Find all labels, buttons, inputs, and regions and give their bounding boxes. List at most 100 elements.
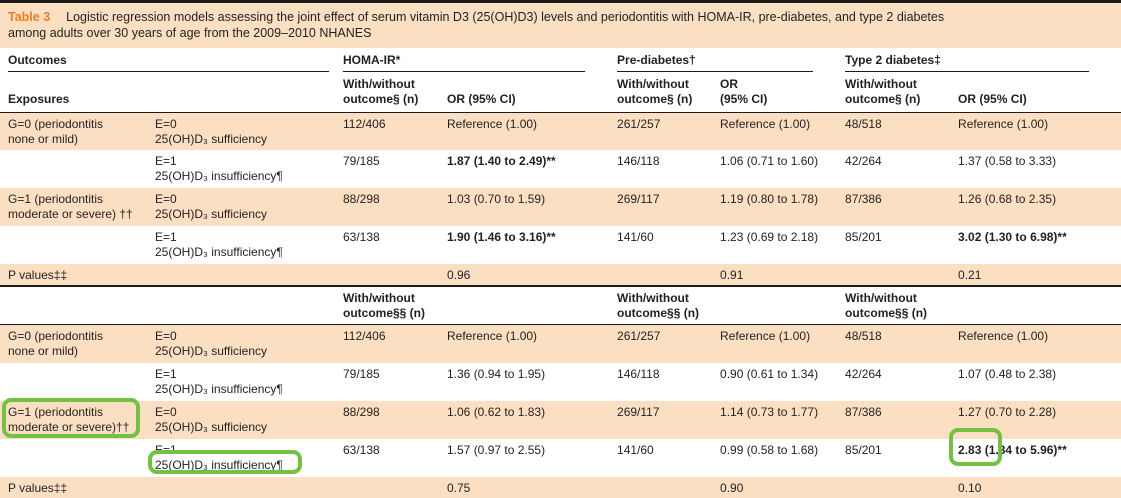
or-cell: Reference (1.00): [958, 329, 1049, 343]
or-cell: 1.87 (1.40 to 2.49)**: [447, 154, 556, 168]
p-values-label: P values‡‡: [8, 480, 68, 495]
or-cell: 1.23 (0.69 to 2.18): [720, 230, 819, 244]
empty-cell: [447, 285, 618, 325]
p-values-row: P values‡‡ 0.75 0.90 0.10: [0, 476, 1121, 498]
or-cell: 1.90 (1.46 to 3.16)**: [447, 230, 556, 244]
group-header-pre-diabetes: Pre-diabetes†: [617, 53, 814, 72]
exposure-code: E=0: [155, 329, 177, 343]
n-cell: 87/386: [845, 192, 882, 206]
n-cell: 85/201: [845, 442, 882, 457]
n-cell: 48/518: [845, 329, 882, 343]
or-cell: 3.02 (1.30 to 6.98)**: [958, 230, 1067, 244]
n-cell: 42/264: [845, 366, 882, 381]
p-value-cell: 0.21: [958, 268, 982, 282]
outcome-cell: G=1 (periodontitis moderate or severe)††: [8, 404, 130, 434]
exposure-cell: E=1 25(OH)D₃ insufficiency¶: [155, 226, 343, 264]
empty-cell: [617, 264, 720, 286]
outcome-cell: G=0 (periodontitis none or mild): [8, 116, 104, 146]
exposure-code: E=0: [155, 116, 177, 131]
empty-cell: [0, 285, 343, 325]
column-headers-row: Exposures With/without outcome§ (n) OR (…: [0, 72, 1121, 113]
n-cell: 48/518: [845, 116, 882, 131]
n-cell: 88/298: [343, 404, 380, 419]
or-cell: 1.26 (0.68 to 2.35): [958, 192, 1057, 206]
exposures-header: Exposures: [0, 72, 343, 113]
or-cell: 1.36 (0.94 to 1.95): [447, 366, 546, 381]
or-cell: 1.57 (0.97 to 2.55): [447, 442, 546, 457]
or-cell: 1.37 (0.58 to 3.33): [958, 154, 1057, 168]
or-cell: 1.03 (0.70 to 1.59): [447, 192, 546, 206]
exposure-code: E=0: [155, 192, 177, 206]
empty-cell: [617, 477, 720, 498]
n-cell: 79/185: [343, 154, 380, 168]
n-cell: 146/118: [617, 366, 660, 381]
empty-cell: [720, 285, 846, 325]
p-value-cell: 0.75: [447, 480, 471, 495]
table-row: E=1 25(OH)D₃ insufficiency¶ 63/138 1.90 …: [0, 226, 1121, 264]
section2-subheader-row: With/without outcome§§ (n) With/without …: [0, 285, 1121, 325]
n-cell: 146/118: [617, 154, 660, 168]
group-header-type2-diabetes-cell: Type 2 diabetes‡: [845, 48, 1121, 72]
outcome-cell: [0, 363, 155, 401]
exposure-cell: E=1 25(OH)D₃ insufficiency¶: [155, 439, 343, 477]
exposure-desc: 25(OH)D₃ insufficiency¶: [155, 457, 283, 472]
col-header-prediab-or: OR (95% CI): [720, 72, 846, 113]
group-header-pre-diabetes-cell: Pre-diabetes†: [617, 48, 845, 72]
exposure-code: E=1: [155, 230, 177, 244]
n-cell: 42/264: [845, 154, 882, 168]
group-header-homa-ir-cell: HOMA-IR*: [343, 48, 617, 72]
n-cell: 87/386: [845, 404, 882, 419]
outcome-groups-header-row: Outcomes HOMA-IR* Pre-diabetes† Type 2 d…: [0, 48, 1121, 72]
exposure-cell: E=0 25(OH)D₃ sufficiency: [155, 112, 343, 150]
n-cell: 63/138: [343, 442, 380, 457]
or-cell: Reference (1.00): [720, 116, 811, 131]
n-cell: 261/257: [617, 116, 661, 131]
exposure-code: E=1: [155, 154, 177, 168]
or-cell: 0.99 (0.58 to 1.68): [720, 442, 819, 457]
group-header-homa-ir: HOMA-IR*: [343, 53, 586, 72]
exposure-cell: E=0 25(OH)D₃ sufficiency: [155, 325, 343, 363]
p-values-label: P values‡‡: [8, 268, 68, 282]
table-row: E=1 25(OH)D₃ insufficiency¶ 79/185 1.87 …: [0, 150, 1121, 188]
col-header-homa-n: With/without outcome§ (n): [343, 72, 447, 113]
n-cell: 141/60: [617, 442, 654, 457]
exposure-cell: E=0 25(OH)D₃ sufficiency: [155, 401, 343, 439]
or-cell: Reference (1.00): [447, 116, 538, 131]
table-row: E=1 25(OH)D₃ insufficiency¶ 79/185 1.36 …: [0, 363, 1121, 401]
empty-cell: [343, 264, 447, 286]
group-header-type2-diabetes: Type 2 diabetes‡: [845, 53, 1090, 72]
or-cell: 1.27 (0.70 to 2.28): [958, 404, 1057, 419]
subheader-homa-n: With/without outcome§§ (n): [343, 285, 447, 325]
p-value-cell: 0.90: [720, 480, 744, 495]
exposure-desc: 25(OH)D₃ insufficiency¶: [155, 381, 283, 396]
table-number-label: Table 3: [8, 10, 51, 24]
subheader-t2d-n: With/without outcome§§ (n): [845, 285, 959, 325]
n-cell: 269/117: [617, 192, 660, 206]
n-cell: 141/60: [617, 230, 654, 244]
outcome-cell: G=1 (periodontitis moderate or severe) †…: [8, 192, 133, 221]
p-value-cell: 0.10: [958, 480, 982, 495]
or-cell: 1.06 (0.71 to 1.60): [720, 154, 819, 168]
n-cell: 88/298: [343, 192, 380, 206]
outcome-cell: [0, 226, 155, 264]
or-cell: 1.14 (0.73 to 1.77): [720, 404, 819, 419]
or-cell: 1.19 (0.80 to 1.78): [720, 192, 819, 206]
outcome-cell: [0, 150, 155, 188]
n-cell: 112/406: [343, 329, 386, 343]
outcome-cell: G=0 (periodontitis none or mild): [8, 329, 104, 358]
outcomes-header: Outcomes: [8, 53, 329, 72]
p-value-cell: 0.96: [447, 268, 471, 282]
or-cell: Reference (1.00): [958, 116, 1049, 131]
table-row: G=0 (periodontitis none or mild) E=0 25(…: [0, 324, 1121, 363]
exposure-cell: E=0 25(OH)D₃ sufficiency: [155, 188, 343, 226]
or-cell: 1.06 (0.62 to 1.83): [447, 404, 546, 419]
or-cell: Reference (1.00): [720, 329, 811, 343]
table-caption: Table 3 Logistic regression models assess…: [0, 3, 1121, 48]
table-top-rule: [0, 0, 1121, 3]
exposure-desc: 25(OH)D₃ insufficiency¶: [155, 169, 283, 183]
exposure-code: E=0: [155, 404, 177, 419]
table-row: E=1 25(OH)D₃ insufficiency¶ 63/138 1.57 …: [0, 439, 1121, 477]
empty-cell: [845, 477, 958, 498]
p-value-cell: 0.91: [720, 268, 744, 282]
